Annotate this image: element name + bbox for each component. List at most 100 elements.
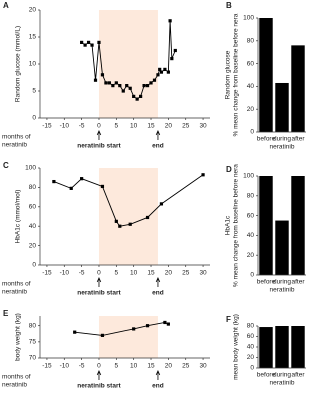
data-point [168, 19, 172, 23]
x-tick-label: 15 [147, 123, 155, 130]
y-tick-label: 40 [29, 223, 37, 230]
data-point [80, 40, 84, 44]
data-point [86, 40, 91, 44]
data-point [128, 86, 132, 90]
treatment-shade [98, 10, 158, 118]
data-point [132, 94, 136, 98]
y-tick-label: 60 [247, 212, 255, 219]
data-point [139, 94, 143, 98]
y-axis-label: HbA1c (mmol/mol) [15, 190, 22, 244]
x-tick-label: before [257, 136, 276, 143]
data-point [107, 81, 111, 85]
y-axis-label: HbA1c [225, 215, 232, 235]
x-tick-label: -5 [79, 363, 85, 370]
data-point [152, 78, 157, 82]
y-tick-label: 80 [247, 38, 255, 45]
data-point [145, 324, 150, 328]
x-axis-label: neratinib [270, 287, 295, 294]
y-tick-label: 20 [247, 106, 255, 113]
arrow-head [155, 370, 161, 376]
y-tick-label: 80 [29, 322, 37, 329]
y-tick-label: 0 [32, 262, 36, 269]
x-tick-label: during [273, 372, 291, 379]
y-tick-label: 0 [250, 365, 254, 372]
annotation: end [152, 290, 164, 297]
x-tick-label: 10 [130, 123, 138, 130]
y-tick-label: 0 [32, 115, 36, 122]
panel-letter: D [226, 165, 232, 174]
y-tick-label: 0 [250, 129, 254, 136]
data-point [114, 219, 118, 223]
data-point [125, 84, 129, 88]
data-point [111, 84, 115, 88]
data-point [173, 48, 177, 53]
y-tick-label: 10 [29, 61, 37, 68]
data-point [145, 84, 150, 88]
x-tick-label: 5 [115, 123, 119, 130]
x-tick-label: -15 [42, 270, 52, 277]
x-tick-label: 25 [182, 363, 190, 370]
data-point [128, 222, 132, 226]
data-point [93, 78, 98, 82]
x-tick-label: 25 [182, 270, 190, 277]
x-axis-label: neratinib [270, 380, 295, 387]
data-point [80, 177, 84, 181]
y-tick-label: 15 [29, 34, 37, 41]
y-axis-label: Random glucose (mmol/L) [15, 26, 22, 102]
data-point [100, 333, 105, 337]
y-tick-label: 60 [247, 333, 255, 340]
x-axis-label: neratinib [2, 289, 27, 296]
x-axis-label: months of [2, 134, 31, 141]
figure: A Random glucose (mmol/L) -15 -10 -5 0 5 10 15 20… [2, 1, 306, 390]
panel-letter: B [226, 1, 232, 10]
y-tick-label: 20 [29, 7, 37, 14]
y-tick-label: 0 [250, 272, 254, 279]
y-tick-label: 80 [247, 193, 255, 200]
y-axis-label: % mean change from baseline before nera [233, 164, 240, 287]
y-tick-label: 75 [29, 339, 37, 346]
x-tick-label: 5 [115, 363, 119, 370]
series-line [53, 174, 204, 227]
panel-letter: A [3, 1, 9, 10]
arrow-head [96, 130, 102, 136]
bar [291, 45, 305, 132]
y-tick-label: 20 [247, 252, 255, 259]
treatment-shade [98, 316, 158, 358]
bar [259, 327, 273, 368]
x-axis-label: neratinib [270, 144, 295, 151]
data-point [170, 57, 174, 61]
x-tick-label: after [291, 372, 305, 379]
data-point [149, 81, 153, 85]
x-axis-label: months of [2, 374, 31, 381]
arrow-head [96, 370, 102, 376]
x-axis-label: neratinib [2, 382, 27, 389]
bar [275, 326, 289, 368]
y-tick-label: 80 [247, 323, 255, 330]
bar [259, 176, 273, 275]
y-axis-label: % mean change from baseline before nera [233, 13, 240, 136]
data-point [163, 320, 167, 325]
y-tick-label: 70 [29, 355, 37, 362]
y-axis-label: body weight (kg) [15, 313, 22, 361]
x-tick-label: 20 [165, 123, 173, 130]
x-tick-label: 5 [115, 270, 119, 277]
x-tick-label: 0 [97, 123, 101, 130]
x-tick-label: 30 [199, 363, 207, 370]
data-point [73, 330, 77, 334]
data-point [104, 81, 108, 85]
x-tick-label: 25 [182, 123, 190, 130]
data-point [166, 322, 170, 326]
data-point [118, 84, 122, 88]
y-tick-label: 60 [247, 60, 255, 67]
y-axis-label: Random glucose [225, 50, 232, 99]
y-tick-label: 100 [243, 173, 254, 180]
x-tick-label: after [291, 136, 305, 143]
data-point [156, 73, 160, 77]
y-tick-label: 20 [29, 242, 37, 249]
y-tick-label: 40 [247, 83, 255, 90]
y-tick-label: 40 [247, 232, 255, 239]
x-tick-label: 30 [199, 123, 207, 130]
y-tick-label: 100 [243, 15, 254, 22]
data-point [163, 67, 167, 71]
annotation: neratinib start [77, 383, 121, 390]
